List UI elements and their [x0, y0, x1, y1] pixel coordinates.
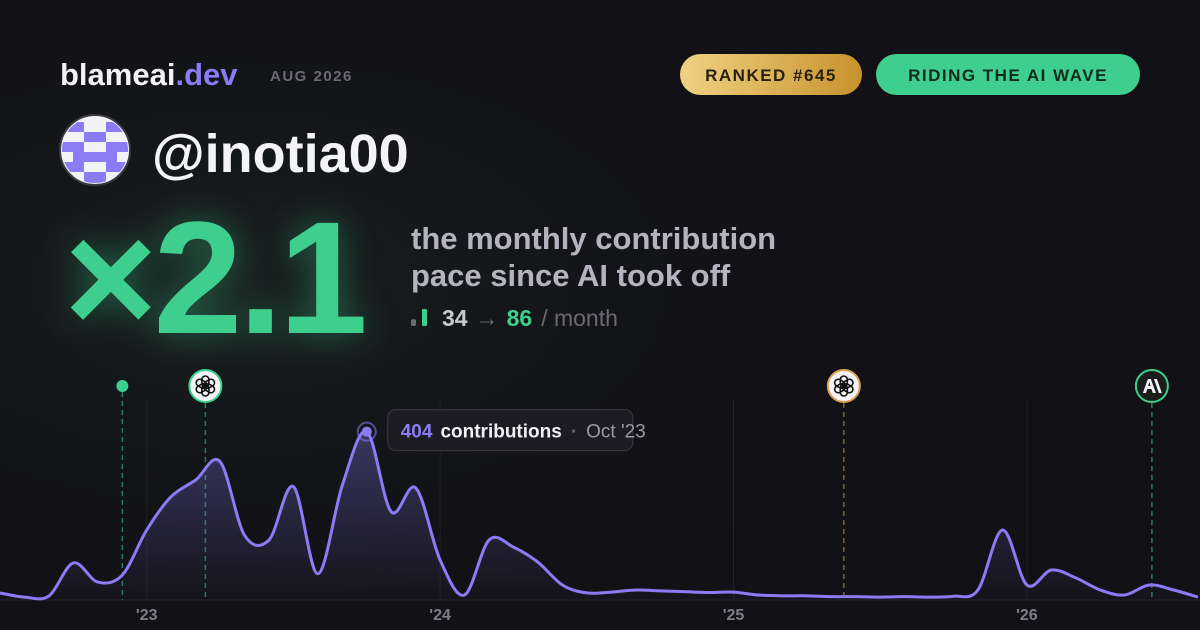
brand-tld: .dev	[175, 57, 238, 92]
tooltip-box	[387, 409, 634, 452]
handle: @inotia00	[152, 124, 409, 184]
date: AUG 2026	[270, 68, 353, 85]
multiplier: ×2.1	[64, 188, 364, 367]
rank-badge-text: RANKED #645	[705, 66, 837, 85]
status-badge	[876, 54, 1140, 95]
event-marker	[826, 369, 861, 600]
line	[0, 430, 1199, 601]
headline-line: the monthly contribution	[411, 221, 776, 256]
brand-name: blameai	[60, 57, 175, 92]
event-icon-glyph	[1142, 379, 1162, 393]
stat-bar	[422, 309, 427, 326]
stat-after: 86	[507, 305, 533, 331]
event-icon-petal	[833, 378, 846, 390]
stat: 34 → 86 / month	[442, 305, 618, 331]
x-tick-label: '23	[136, 607, 158, 624]
tooltip-text: 404 contributions · Oct '23	[401, 422, 646, 443]
stat-arrow: →	[476, 305, 499, 331]
hover-ring	[356, 421, 377, 442]
tooltip-label: contributions	[440, 422, 561, 443]
x-tick-label: '25	[723, 607, 745, 624]
rank-badge	[680, 54, 862, 95]
x-tick-label: '26	[1016, 607, 1038, 624]
tooltip-date: Oct '23	[586, 422, 646, 443]
event-dot	[116, 380, 129, 392]
tooltip-value: 404	[401, 422, 433, 443]
stat-bars	[411, 309, 427, 326]
area	[0, 431, 1198, 600]
avatar	[59, 114, 131, 186]
tooltip: 404 contributions · Oct '23	[387, 409, 646, 452]
chart: '23 '24 '25 '26 404 contributions · Oct '23	[0, 369, 1200, 624]
tooltip-separator: ·	[571, 422, 577, 443]
stat-unit: / month	[541, 305, 618, 331]
headline-line: pace since AI took off	[411, 258, 731, 293]
event-icon	[826, 369, 861, 403]
hover-point	[361, 426, 372, 437]
event-marker	[1134, 369, 1169, 600]
x-tick-label: '24	[429, 607, 451, 624]
stat-bar	[411, 319, 416, 326]
stat-before: 34	[442, 305, 468, 331]
event-icon-petal	[195, 378, 208, 390]
event-icon	[188, 369, 223, 403]
brand: blameai.dev	[60, 57, 238, 92]
status-badge-text: RIDING THE AI WAVE	[908, 66, 1108, 85]
event-marker	[116, 380, 129, 600]
